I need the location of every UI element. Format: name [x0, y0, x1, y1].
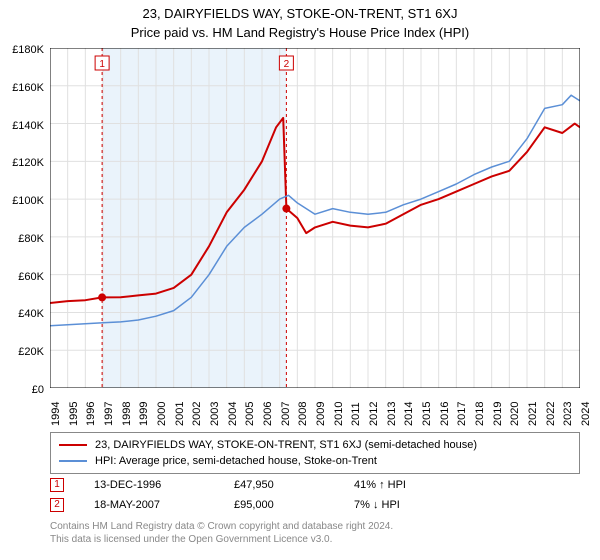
x-tick-label: 1996	[85, 402, 97, 426]
x-tick-label: 2024	[580, 402, 592, 426]
marker-hpi-2: 7% ↓ HPI	[354, 499, 474, 511]
x-tick-label: 2013	[386, 402, 398, 426]
x-tick-label: 2004	[227, 402, 239, 426]
chart-legend: 23, DAIRYFIELDS WAY, STOKE-ON-TRENT, ST1…	[50, 432, 580, 474]
x-tick-label: 2020	[509, 402, 521, 426]
x-tick-label: 2001	[174, 402, 186, 426]
x-tick-label: 2005	[244, 402, 256, 426]
x-tick-label: 1998	[121, 402, 133, 426]
x-tick-label: 2010	[333, 402, 345, 426]
marker-box-2: 2	[50, 498, 64, 512]
marker-price-2: £95,000	[234, 499, 354, 511]
chart-container: 23, DAIRYFIELDS WAY, STOKE-ON-TRENT, ST1…	[0, 0, 600, 560]
x-tick-label: 2012	[368, 402, 380, 426]
chart-plot-area: 12	[50, 48, 580, 388]
y-tick-label: £120K	[12, 157, 44, 169]
x-tick-label: 2008	[297, 402, 309, 426]
marker-box-1: 1	[50, 478, 64, 492]
attribution-text: Contains HM Land Registry data © Crown c…	[50, 520, 580, 546]
legend-label-2: HPI: Average price, semi-detached house,…	[95, 455, 377, 467]
svg-text:2: 2	[284, 59, 290, 70]
chart-svg: 12	[50, 48, 580, 388]
legend-item-series-1: 23, DAIRYFIELDS WAY, STOKE-ON-TRENT, ST1…	[59, 437, 571, 453]
marker-hpi-1: 41% ↑ HPI	[354, 479, 474, 491]
x-tick-label: 2021	[527, 402, 539, 426]
chart-title-sub: Price paid vs. HM Land Registry's House …	[0, 21, 600, 40]
legend-swatch-2	[59, 460, 87, 462]
x-tick-label: 2022	[545, 402, 557, 426]
attribution-line-2: This data is licensed under the Open Gov…	[50, 533, 580, 546]
chart-title-main: 23, DAIRYFIELDS WAY, STOKE-ON-TRENT, ST1…	[0, 0, 600, 21]
x-tick-label: 2017	[456, 402, 468, 426]
marker-table: 1 13-DEC-1996 £47,950 41% ↑ HPI 2 18-MAY…	[50, 475, 580, 515]
y-axis-labels: £0£20K£40K£60K£80K£100K£120K£140K£160K£1…	[0, 50, 48, 390]
x-tick-label: 1997	[103, 402, 115, 426]
x-tick-label: 2003	[209, 402, 221, 426]
x-tick-label: 1999	[138, 402, 150, 426]
marker-date-2: 18-MAY-2007	[94, 499, 234, 511]
x-tick-label: 2006	[262, 402, 274, 426]
x-tick-label: 2002	[191, 402, 203, 426]
x-tick-label: 2011	[350, 402, 362, 426]
x-tick-label: 2014	[403, 402, 415, 426]
y-tick-label: £0	[32, 384, 44, 396]
x-tick-label: 1994	[50, 402, 62, 426]
x-tick-label: 2015	[421, 402, 433, 426]
y-tick-label: £40K	[18, 308, 44, 320]
x-tick-label: 2000	[156, 402, 168, 426]
x-tick-label: 2007	[280, 402, 292, 426]
marker-row-2: 2 18-MAY-2007 £95,000 7% ↓ HPI	[50, 495, 580, 515]
x-tick-label: 2018	[474, 402, 486, 426]
marker-row-1: 1 13-DEC-1996 £47,950 41% ↑ HPI	[50, 475, 580, 495]
legend-item-series-2: HPI: Average price, semi-detached house,…	[59, 453, 571, 469]
y-tick-label: £140K	[12, 120, 44, 132]
x-tick-label: 2019	[492, 402, 504, 426]
x-axis-labels: 1994 1995 1996 1997 1998 1999 2000 2001 2002 2003…	[50, 394, 580, 434]
y-tick-label: £180K	[12, 44, 44, 56]
legend-label-1: 23, DAIRYFIELDS WAY, STOKE-ON-TRENT, ST1…	[95, 439, 477, 451]
y-tick-label: £20K	[18, 346, 44, 358]
y-tick-label: £80K	[18, 233, 44, 245]
x-tick-label: 2016	[439, 402, 451, 426]
legend-swatch-1	[59, 444, 87, 446]
x-tick-label: 2023	[562, 402, 574, 426]
x-tick-label: 1995	[68, 402, 80, 426]
svg-text:1: 1	[99, 59, 105, 70]
y-tick-label: £100K	[12, 195, 44, 207]
marker-date-1: 13-DEC-1996	[94, 479, 234, 491]
attribution-line-1: Contains HM Land Registry data © Crown c…	[50, 520, 580, 533]
y-tick-label: £60K	[18, 271, 44, 283]
x-tick-label: 2009	[315, 402, 327, 426]
y-tick-label: £160K	[12, 82, 44, 94]
marker-price-1: £47,950	[234, 479, 354, 491]
